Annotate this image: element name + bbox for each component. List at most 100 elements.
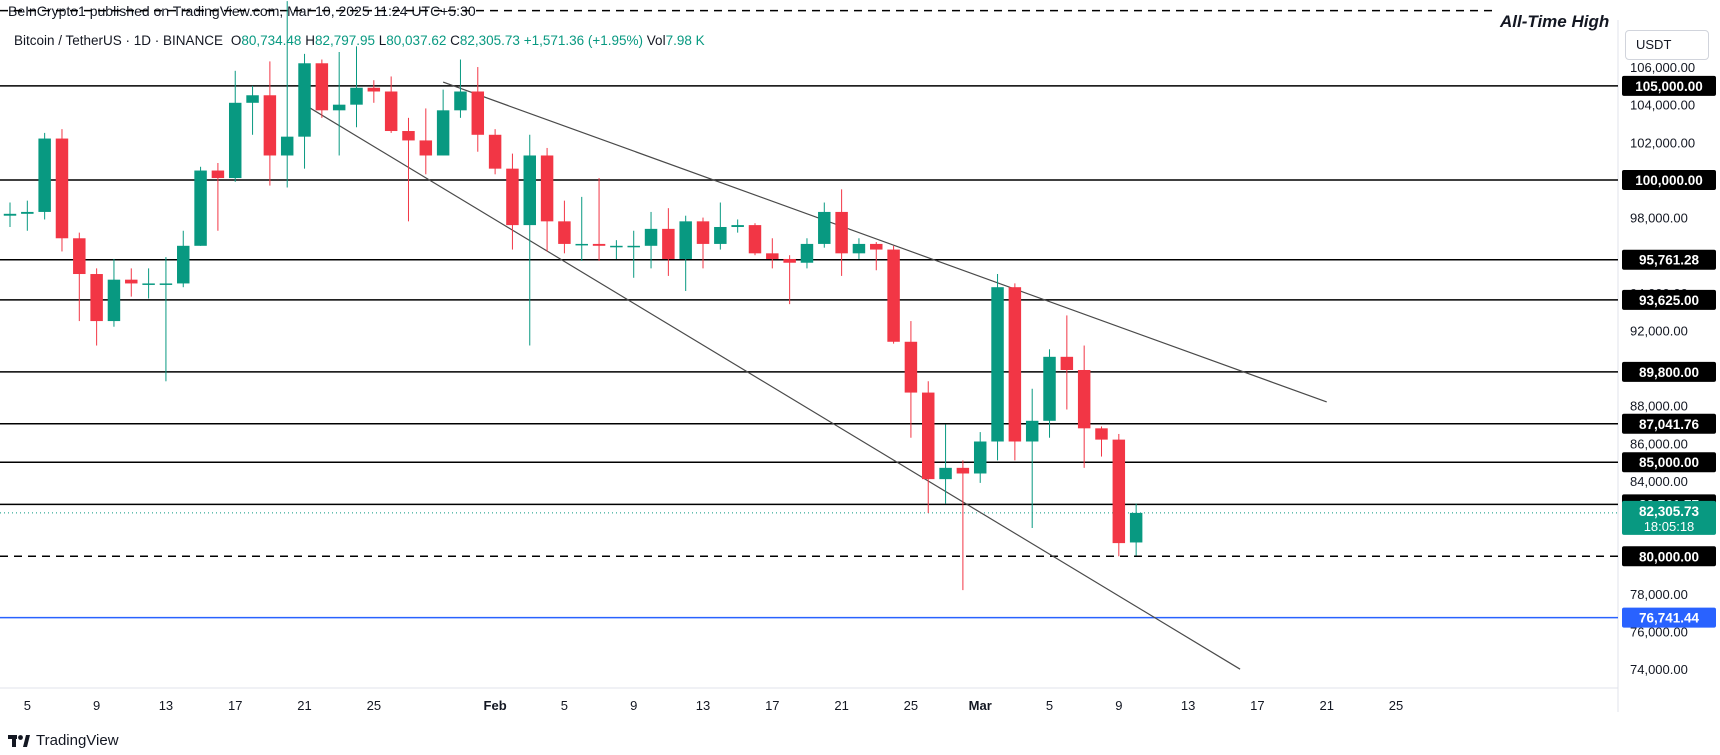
price-tick-label: 102,000.00: [1630, 135, 1695, 150]
countdown-label: 18:05:18: [1644, 519, 1695, 534]
candle-body: [748, 225, 762, 254]
ath-label: All-Time High: [1500, 12, 1610, 31]
candle-body: [818, 211, 831, 244]
level-badge-label: 89,800.00: [1639, 365, 1699, 380]
candle-body: [1060, 356, 1074, 370]
candle-body: [436, 110, 450, 156]
time-tick-label: 21: [297, 698, 311, 713]
candle-body: [523, 155, 536, 226]
candle-body: [350, 87, 363, 105]
candle-body: [367, 87, 381, 92]
candle-body: [610, 245, 623, 248]
candle-body: [991, 287, 1004, 442]
time-tick-label: 25: [1389, 698, 1403, 713]
brand-name: TradingView: [36, 732, 119, 749]
candle-body: [402, 131, 415, 141]
price-tick-label: 74,000.00: [1630, 662, 1688, 677]
candle-body: [575, 243, 588, 246]
level-badge-label: 85,000.00: [1639, 455, 1699, 470]
level-badge-label: 105,000.00: [1635, 79, 1703, 94]
candle-body: [540, 155, 554, 222]
candle-body: [644, 228, 658, 246]
level-badge: [1622, 546, 1716, 567]
price-tick-label: 84,000.00: [1630, 474, 1688, 489]
time-tick-label: 9: [630, 698, 637, 713]
candle-body: [315, 63, 329, 111]
time-tick-label: 17: [1250, 698, 1264, 713]
time-tick-label: 9: [93, 698, 100, 713]
level-badge-label: 100,000.00: [1635, 173, 1703, 188]
candle-body: [1095, 428, 1108, 440]
trend-lines: [304, 81, 1327, 670]
candle-body: [592, 243, 606, 246]
currency-button[interactable]: USDT: [1625, 30, 1709, 60]
time-tick-label: 17: [765, 698, 779, 713]
candle-body: [142, 283, 155, 285]
close-value: 82,305.73: [459, 33, 520, 48]
close-label: C: [450, 33, 460, 48]
price-tick-label: 98,000.00: [1630, 211, 1688, 226]
candle-body: [558, 221, 571, 244]
price-tick-label: 86,000.00: [1630, 436, 1688, 451]
candle-body: [280, 136, 294, 156]
tradingview-brand[interactable]: TradingView: [8, 732, 119, 749]
symbol-legend: Bitcoin / TetherUS · 1D · BINANCE O80,73…: [14, 33, 705, 48]
candle-body: [870, 243, 883, 250]
level-badge: [1622, 607, 1716, 628]
candle-body: [419, 140, 433, 156]
level-badge-label: 87,041.76: [1639, 417, 1700, 432]
time-axis-ticks: 5 9 13 17 21 25 Feb 5 9 13 17 21 25 Mar 5 9 13 17 21 25: [24, 698, 1404, 713]
candle-body: [298, 63, 311, 137]
candle-body: [246, 95, 259, 103]
symbol-name[interactable]: Bitcoin / TetherUS · 1D · BINANCE: [14, 33, 224, 48]
candle-body: [887, 249, 900, 342]
candle-body: [107, 279, 121, 322]
candle-body: [194, 170, 207, 246]
candle-body: [488, 134, 502, 169]
price-badges: 105,000.00 100,000.00 95,761.28 93,625.00 89…: [1622, 75, 1716, 628]
candles: [3, 1, 1143, 591]
price-tick-label: 88,000.00: [1630, 399, 1688, 414]
candle-body: [471, 91, 485, 135]
candle-body: [177, 245, 190, 284]
current-price-badge: [1622, 500, 1716, 535]
candle-body: [852, 243, 866, 254]
low-value: 80,037.62: [386, 33, 447, 48]
candle-body: [800, 243, 814, 263]
candle-body: [1077, 369, 1091, 429]
volume-value: 7.98 K: [665, 33, 705, 48]
level-badge-label: 95,761.28: [1639, 253, 1700, 268]
candle-body: [211, 170, 225, 179]
level-badge: [1622, 75, 1716, 96]
time-tick-label: 21: [1319, 698, 1333, 713]
candle-body: [454, 91, 467, 111]
candle-body: [73, 238, 86, 275]
candle-body: [922, 392, 935, 480]
candle-body: [159, 283, 173, 285]
price-tick-label: 106,000.00: [1630, 60, 1695, 75]
candle-body: [1008, 287, 1022, 442]
candle-body: [714, 226, 727, 244]
time-tick-label: 9: [1115, 698, 1122, 713]
candle-body: [662, 228, 675, 259]
candle-body: [696, 221, 710, 244]
candle-body: [3, 213, 17, 216]
time-tick-label: Feb: [484, 698, 507, 713]
time-tick-label: 5: [1046, 698, 1053, 713]
candle-body: [21, 211, 34, 214]
time-tick-label: 13: [159, 698, 173, 713]
level-badge: [1622, 289, 1716, 310]
candle-body: [835, 211, 848, 254]
candle-body: [956, 467, 970, 474]
level-badge: [1622, 361, 1716, 382]
candle-body: [1129, 512, 1143, 543]
time-tick-label: 13: [1181, 698, 1195, 713]
change-value: +1,571.36 (+1.95%): [523, 33, 644, 48]
level-lines: [0, 9, 1618, 619]
candle-body: [263, 95, 277, 156]
open-label: O: [230, 33, 242, 48]
candle-body: [939, 467, 952, 480]
candle-body: [506, 168, 519, 226]
candle-body: [228, 102, 242, 179]
